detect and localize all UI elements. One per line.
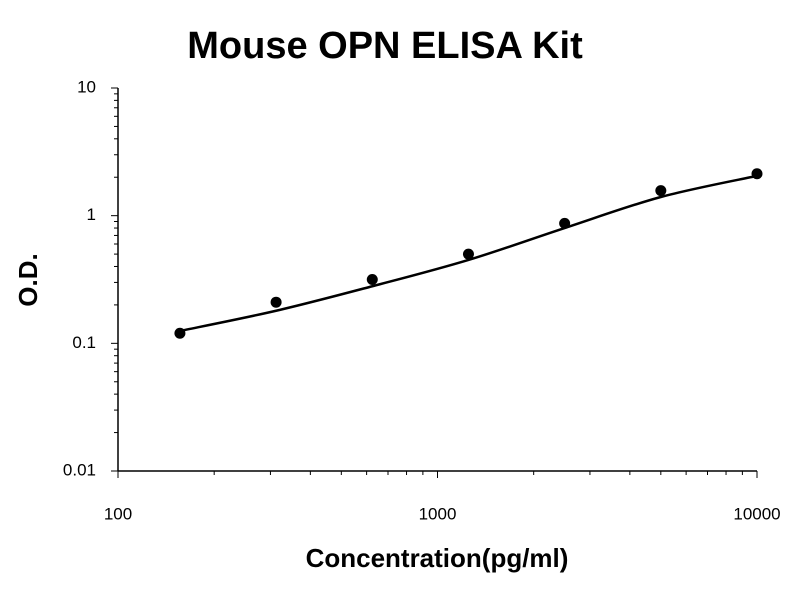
y-tick-label: 0.01 (63, 460, 96, 479)
y-tick-label: 0.1 (72, 333, 96, 352)
y-tick-label: 1 (87, 205, 96, 224)
chart-title: Mouse OPN ELISA Kit (187, 25, 583, 67)
data-point (655, 185, 667, 197)
x-tick-label: 1000 (419, 504, 457, 523)
x-tick-label: 100 (104, 504, 132, 523)
y-axis-label: O.D. (13, 253, 43, 306)
data-point (462, 248, 474, 260)
data-point (270, 296, 282, 308)
y-tick-label: 10 (77, 77, 96, 96)
x-axis-label: Concentration(pg/ml) (306, 543, 569, 573)
data-point (366, 274, 378, 286)
x-tick-label: 10000 (733, 504, 780, 523)
fit-curve (179, 174, 758, 333)
